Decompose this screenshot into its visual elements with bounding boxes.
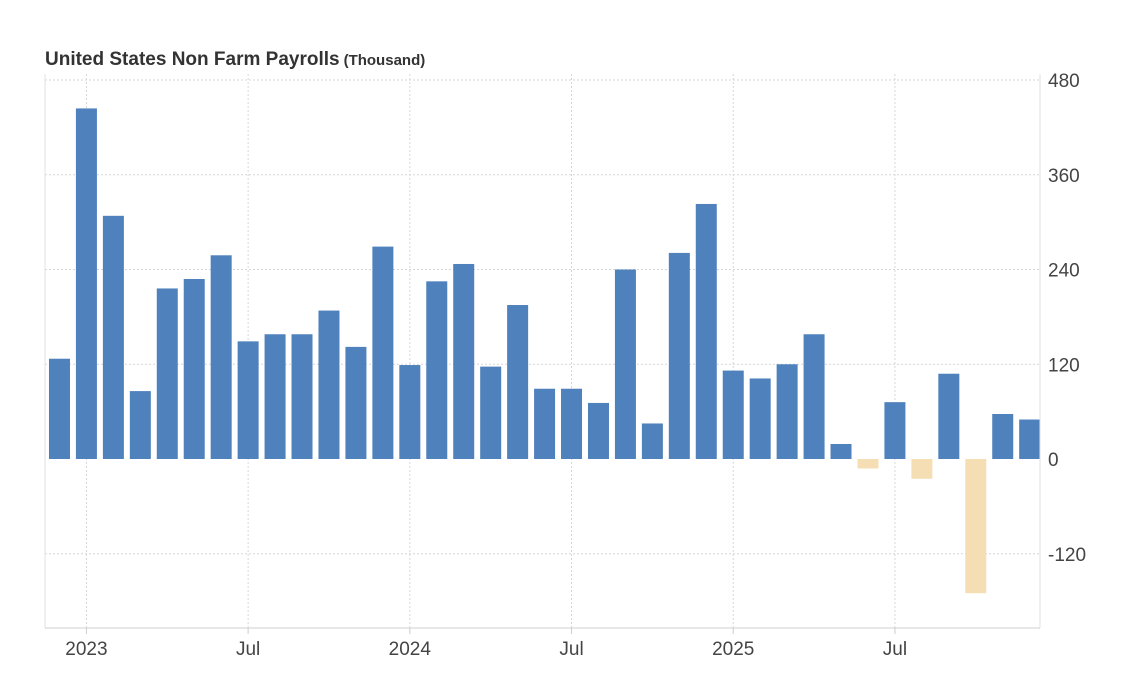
bar	[372, 246, 394, 459]
bar	[237, 341, 259, 459]
chart-title-text: United States Non Farm Payrolls	[45, 49, 340, 70]
bar	[129, 391, 151, 459]
x-tick-label: 2023	[65, 639, 107, 660]
bar	[830, 444, 852, 459]
x-tick-label: Jul	[883, 639, 907, 660]
bar	[75, 108, 97, 460]
bar	[534, 388, 556, 459]
bar	[291, 334, 313, 459]
bar	[884, 402, 906, 459]
bar	[992, 413, 1014, 459]
bar	[156, 288, 178, 459]
tick-labels: 480 360 240 120 0 -120 2023 Jul 2024 Jul 2025 Jul	[65, 71, 1086, 660]
bar	[803, 334, 825, 459]
x-tick-label: Jul	[236, 639, 260, 660]
bar	[210, 255, 232, 459]
y-tick-label: 480	[1048, 71, 1080, 92]
bar	[668, 252, 690, 459]
axes	[44, 74, 1041, 634]
bar	[399, 365, 421, 459]
bar	[938, 373, 960, 459]
bar	[48, 358, 70, 459]
x-tick-label: 2024	[389, 639, 432, 660]
bar	[749, 378, 771, 459]
bar	[264, 334, 286, 459]
y-tick-label: -120	[1048, 545, 1086, 566]
bar	[453, 263, 475, 459]
bar	[318, 310, 340, 459]
bar	[857, 459, 879, 469]
bar	[641, 423, 663, 459]
bar	[965, 459, 987, 594]
bar	[911, 459, 933, 479]
bar	[507, 305, 529, 459]
bar	[587, 402, 609, 459]
chart-title: United States Non Farm Payrolls (Thousand…	[45, 36, 425, 73]
bar	[561, 388, 583, 459]
y-tick-label: 0	[1048, 450, 1059, 471]
bar	[345, 346, 367, 459]
bar	[776, 364, 798, 459]
x-tick-label: 2025	[712, 639, 754, 660]
bars	[48, 108, 1041, 594]
bar	[102, 215, 124, 459]
bar	[722, 370, 744, 459]
bar	[480, 366, 502, 459]
y-tick-label: 240	[1048, 261, 1080, 282]
y-tick-label: 360	[1048, 166, 1080, 187]
bar	[614, 269, 636, 459]
bar	[1019, 419, 1041, 459]
bar	[695, 203, 717, 459]
bar	[426, 281, 448, 459]
chart-unit-label: (Thousand)	[343, 52, 426, 69]
x-tick-label: Jul	[559, 639, 583, 660]
y-tick-label: 120	[1048, 355, 1080, 376]
bar	[183, 278, 205, 459]
